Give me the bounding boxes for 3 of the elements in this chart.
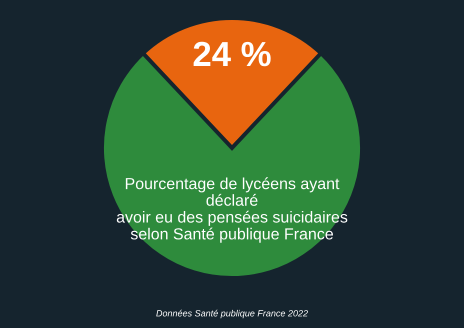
text: Pourcentage de lycéens ayant déclaré avoir eu des pensées suicidaires selon Santé publique France (116, 177, 348, 243)
data-label: 24 % (194, 42, 271, 66)
text: Données Santé publique France 2022 (156, 310, 308, 318)
